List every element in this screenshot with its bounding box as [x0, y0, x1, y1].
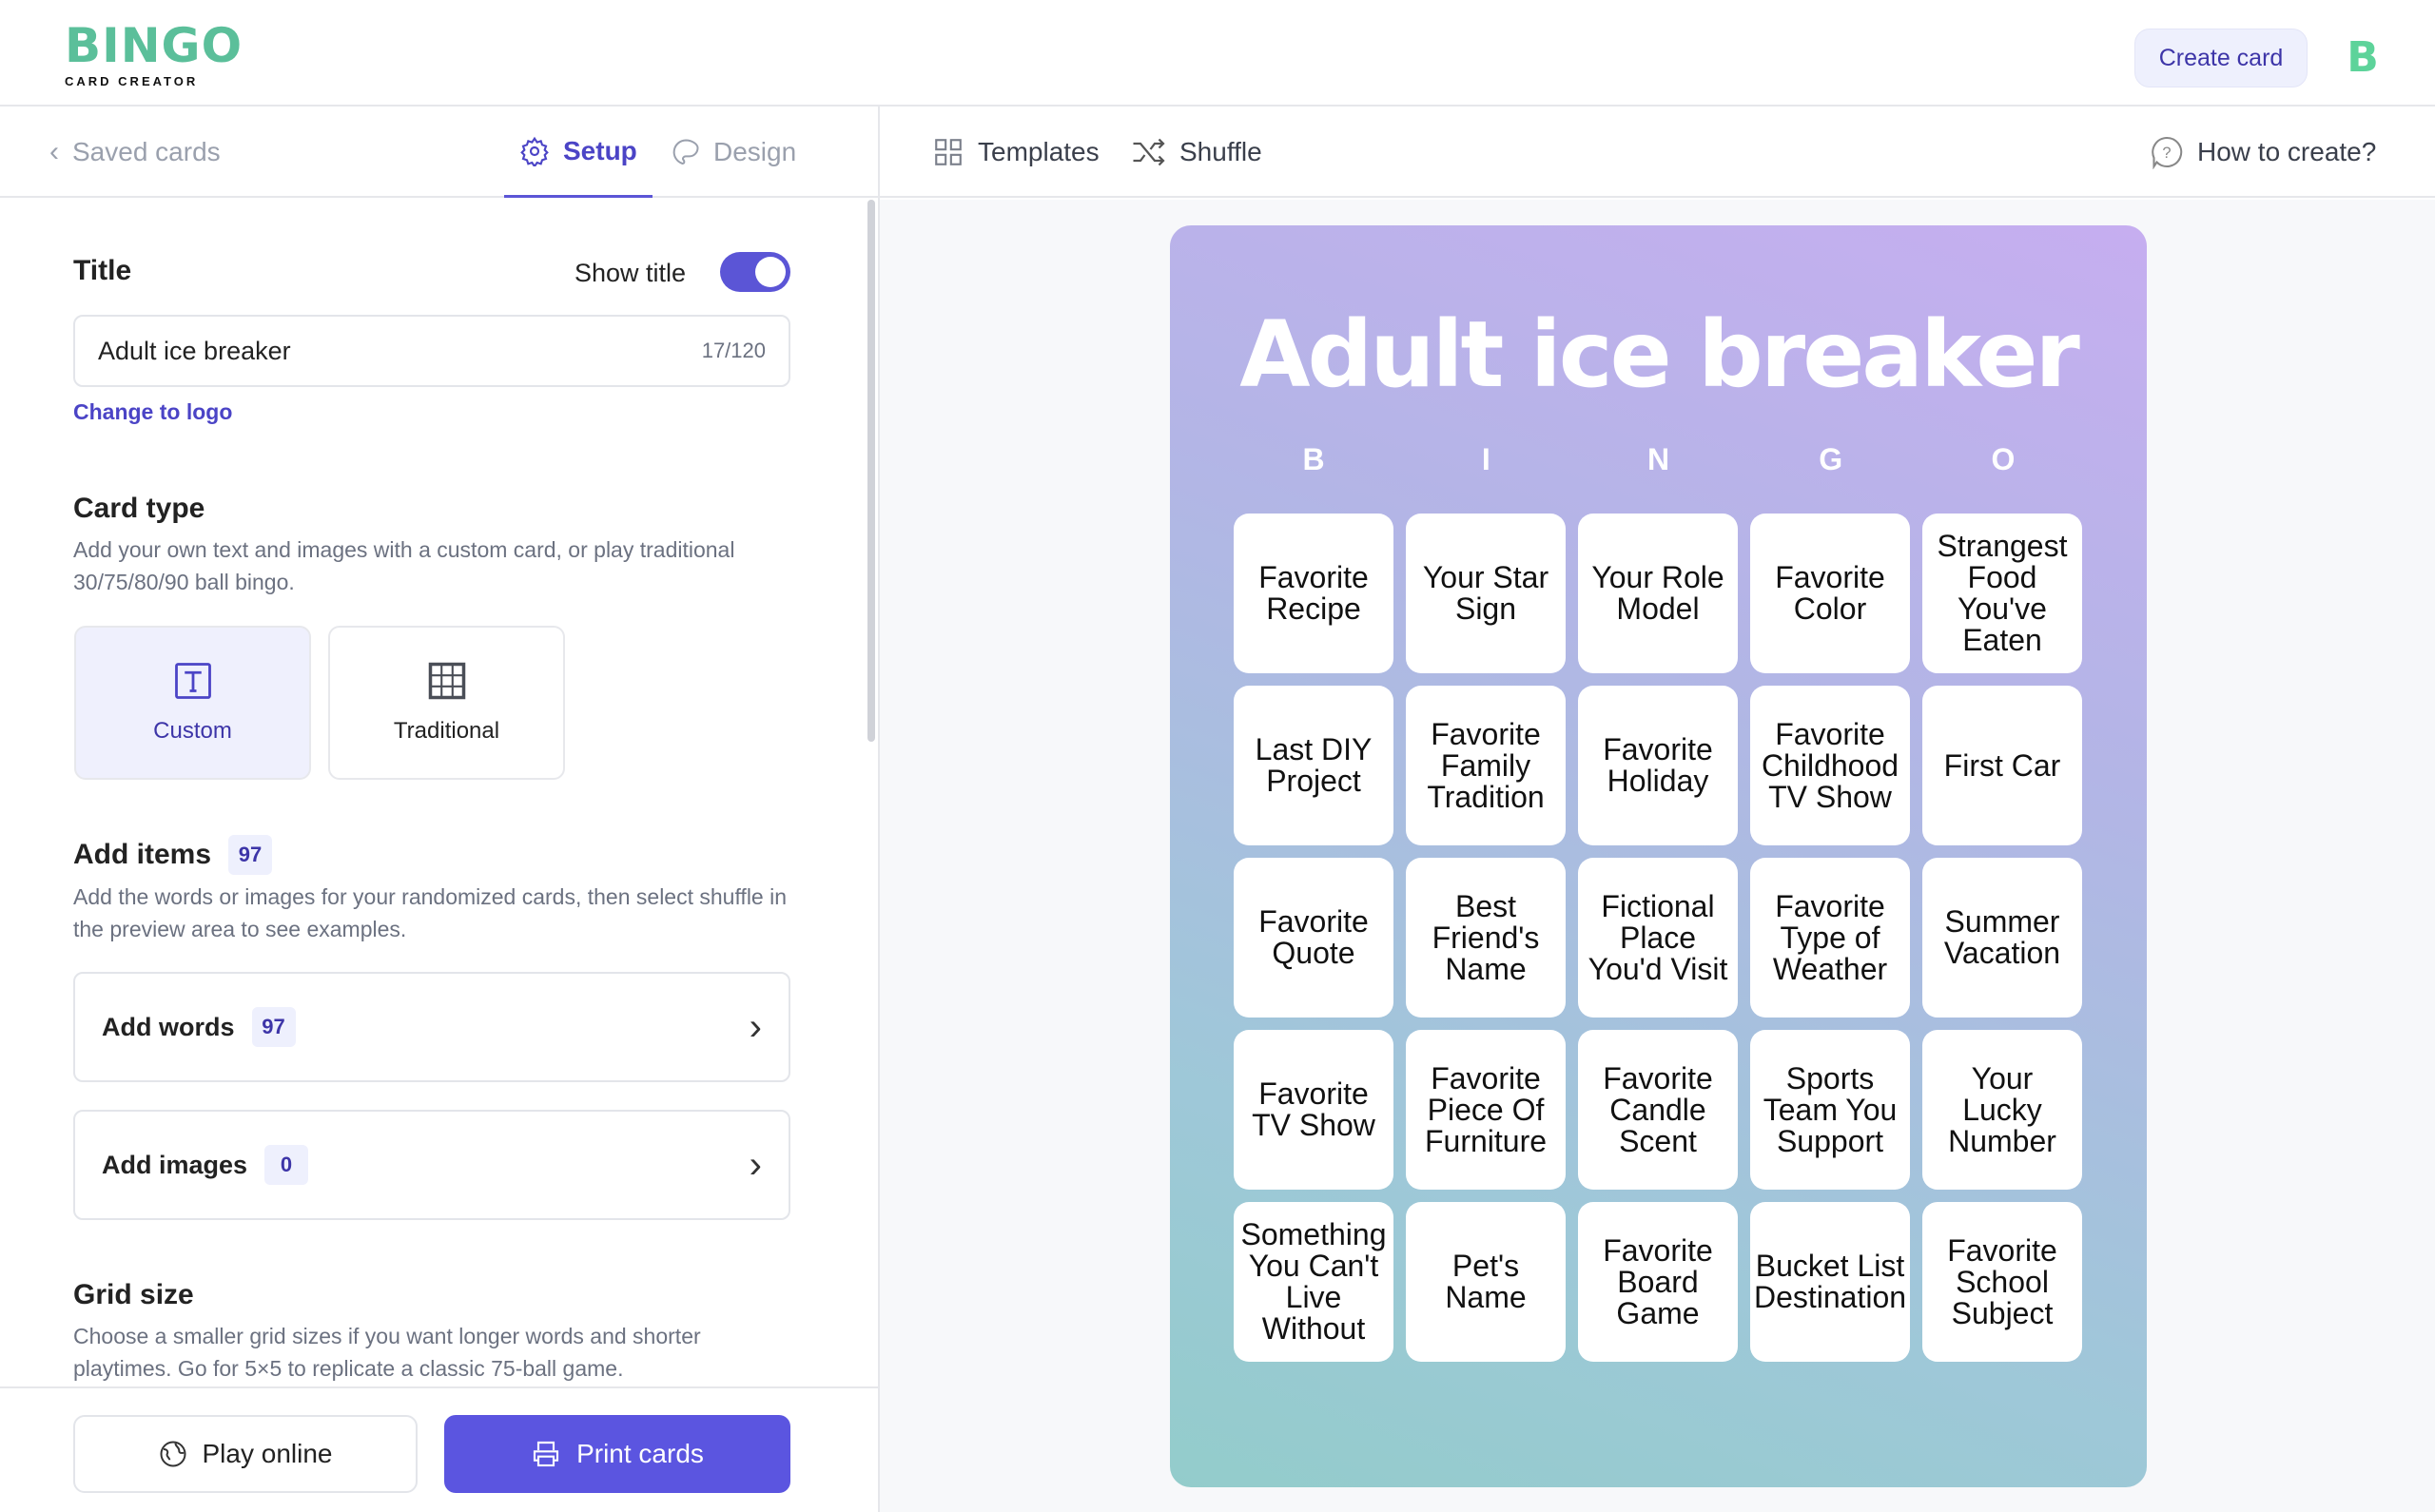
- printer-icon: [534, 1441, 559, 1467]
- title-heading: Title: [73, 255, 132, 286]
- action-bar: Play online Print cards: [0, 1386, 878, 1512]
- card-type-description: Add your own text and images with a cust…: [73, 537, 735, 594]
- bingo-cell: Summer Vacation: [1922, 858, 2082, 1018]
- add-images-button[interactable]: Add images 0 ›: [73, 1110, 790, 1220]
- add-images-count-badge: 0: [264, 1145, 309, 1185]
- bingo-cell: Favorite Board Game: [1578, 1202, 1738, 1362]
- show-title-toggle[interactable]: [720, 252, 790, 292]
- add-images-label: Add images: [102, 1150, 248, 1179]
- show-title-label: Show title: [575, 259, 687, 287]
- grid-icon: [935, 139, 962, 165]
- how-to-create-button[interactable]: ? How to create?: [2150, 107, 2376, 198]
- bingo-cell: Best Friend's Name: [1406, 858, 1566, 1018]
- grid-table-icon: [428, 662, 465, 700]
- column-letter: G: [1819, 442, 1843, 476]
- bingo-cell: Sports Team You Support: [1750, 1030, 1910, 1190]
- change-to-logo-link[interactable]: Change to logo: [73, 399, 233, 424]
- bingo-cell: First Car: [1922, 686, 2082, 845]
- chevron-right-icon: ›: [749, 1005, 762, 1048]
- add-items-description: Add the words or images for your randomi…: [73, 884, 788, 941]
- setup-panel: Title Show title Adult ice breaker 17/12…: [0, 198, 878, 1386]
- add-items-label: Add items: [73, 839, 212, 870]
- saved-cards-link[interactable]: ‹ Saved cards: [49, 107, 221, 198]
- add-items-count-badge: 97: [228, 835, 273, 875]
- setup-panel-scrollbar[interactable]: [867, 200, 875, 742]
- bingo-cell: Last DIY Project: [1234, 686, 1393, 845]
- column-letter: B: [1302, 442, 1325, 476]
- how-to-create-label: How to create?: [2197, 137, 2377, 166]
- bingo-cell: Pet's Name: [1406, 1202, 1566, 1362]
- traditional-label: Traditional: [393, 718, 500, 744]
- column-letter: N: [1646, 442, 1670, 476]
- templates-button[interactable]: Templates: [932, 107, 1100, 198]
- add-words-label: Add words: [102, 1012, 235, 1041]
- tab-setup-label: Setup: [563, 135, 637, 165]
- bingo-cell: Bucket List Destination: [1750, 1202, 1910, 1362]
- logo[interactable]: BINGO CARD CREATOR: [65, 18, 244, 95]
- tab-bar: ‹ Saved cards Setup Design Templates Shu…: [0, 107, 2435, 198]
- play-online-button[interactable]: Play online: [73, 1415, 418, 1493]
- tab-design-label: Design: [713, 137, 797, 166]
- bingo-cell: Strangest Food You've Eaten: [1922, 514, 2082, 673]
- bingo-cell: Favorite Childhood TV Show: [1750, 686, 1910, 845]
- create-card-button[interactable]: Create card: [2134, 29, 2308, 87]
- card-type-custom[interactable]: Custom: [74, 626, 311, 780]
- chevron-right-icon: ›: [749, 1143, 762, 1186]
- shuffle-label: Shuffle: [1179, 137, 1262, 166]
- bingo-cell: Your Star Sign: [1406, 514, 1566, 673]
- bingo-cell: Favorite Candle Scent: [1578, 1030, 1738, 1190]
- add-words-button[interactable]: Add words 97 ›: [73, 972, 790, 1082]
- help-icon: ?: [2152, 136, 2183, 169]
- palette-icon: [672, 139, 699, 165]
- card-type-heading: Card type: [73, 493, 205, 524]
- tab-design[interactable]: Design: [672, 107, 796, 198]
- globe-icon: [160, 1441, 185, 1467]
- top-header: BINGO CARD CREATOR Create card B: [0, 0, 2435, 107]
- bingo-cell: Something You Can't Live Without: [1234, 1202, 1393, 1362]
- bingo-cell: Favorite Piece Of Furniture: [1406, 1030, 1566, 1190]
- bingo-cell: Favorite Type of Weather: [1750, 858, 1910, 1018]
- text-icon: [174, 663, 211, 699]
- bingo-cell: Your Lucky Number: [1922, 1030, 2082, 1190]
- card-type-traditional[interactable]: Traditional: [328, 626, 565, 780]
- add-words-count-badge: 97: [251, 1007, 296, 1047]
- templates-label: Templates: [978, 137, 1100, 166]
- bingo-cell: Favorite Color: [1750, 514, 1910, 673]
- title-input[interactable]: Adult ice breaker 17/120: [73, 315, 790, 387]
- bingo-grid: Favorite Recipe Your Star Sign Your Role M…: [1234, 514, 2083, 1362]
- column-letter: I: [1481, 442, 1490, 476]
- saved-cards-label: Saved cards: [72, 137, 221, 166]
- play-online-label: Play online: [202, 1439, 333, 1468]
- bingo-cell: Favorite Recipe: [1234, 514, 1393, 673]
- print-cards-label: Print cards: [576, 1439, 704, 1468]
- bingo-cell: Favorite Quote: [1234, 858, 1393, 1018]
- avatar[interactable]: B: [2347, 32, 2379, 82]
- grid-size-heading: Grid size: [73, 1279, 194, 1310]
- logo-text: BINGO: [65, 18, 244, 73]
- bingo-cell: Favorite Holiday: [1578, 686, 1738, 845]
- bingo-cell: Favorite TV Show: [1234, 1030, 1393, 1190]
- custom-label: Custom: [153, 718, 232, 744]
- title-input-value: Adult ice breaker: [98, 336, 291, 365]
- card-title: Adult ice breaker: [1239, 301, 2080, 408]
- chevron-left-icon: ‹: [49, 136, 59, 167]
- shuffle-button[interactable]: Shuffle: [1132, 107, 1262, 198]
- add-items-heading: Add items 97: [73, 835, 273, 875]
- bingo-cell: Fictional Place You'd Visit: [1578, 858, 1738, 1018]
- bingo-cell: Your Role Model: [1578, 514, 1738, 673]
- shuffle-icon: [1133, 138, 1165, 166]
- logo-subtext: CARD CREATOR: [65, 74, 199, 88]
- grid-size-description: Choose a smaller grid sizes if you want …: [73, 1324, 701, 1381]
- print-cards-button[interactable]: Print cards: [444, 1415, 790, 1493]
- tab-setup[interactable]: Setup: [504, 107, 653, 198]
- title-char-count: 17/120: [701, 339, 766, 362]
- bingo-cell: Favorite School Subject: [1922, 1202, 2082, 1362]
- svg-text:?: ?: [2162, 145, 2171, 162]
- panel-divider: [878, 107, 880, 1512]
- bingo-cell: Favorite Family Tradition: [1406, 686, 1566, 845]
- gear-icon: [520, 136, 549, 166]
- column-letter: O: [1991, 442, 2016, 476]
